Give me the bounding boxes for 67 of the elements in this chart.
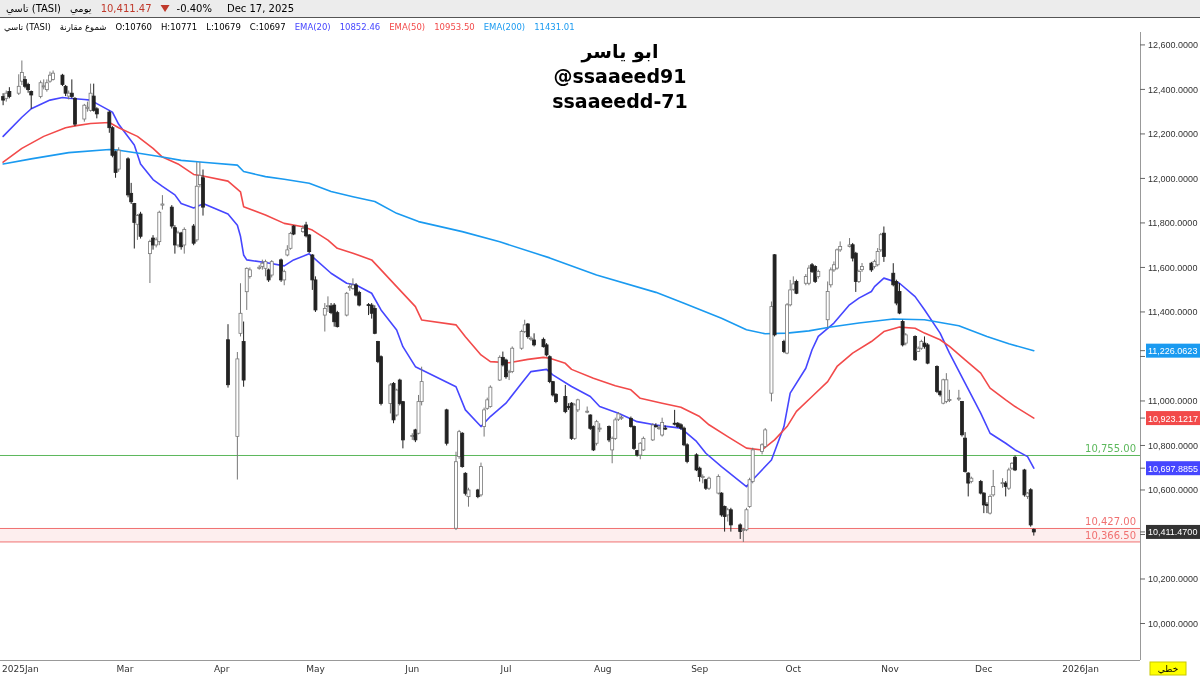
x-tick-label: 2025Jan [2,664,39,674]
candlestick [148,239,152,284]
y-tick-label: 10,600.0000 [1148,485,1199,496]
annotation: ssaaeedd-71 [552,90,688,112]
y-tick-label: 10,000.0000 [1148,619,1199,629]
text: خطي [1157,664,1179,674]
candlestick [116,146,121,173]
annotation: 10953.50 [434,22,475,32]
y-tick-label: 10,411.4700 [1148,527,1198,538]
chart-title: تاسي (TASI) [6,3,62,15]
x-tick-label: Aug [594,664,612,674]
x-tick-label: May [306,664,326,674]
candlestick [138,211,143,240]
y-tick-label: 11,800.0000 [1148,218,1198,229]
text: EMA(50) [389,22,426,32]
x-tick-label: Mar [116,664,134,674]
y-tick-label: 12,400.0000 [1148,84,1199,95]
x-tick-label: Oct [785,664,802,674]
candlestick [719,491,724,518]
y-tick-label: 11,600.0000 [1148,262,1198,273]
text: 10,411.47 [100,3,152,14]
ref-line-label: 10,755.00 [1085,443,1136,455]
candlestick [497,354,502,382]
y-tick-label: 10,923.1217 [1148,413,1199,424]
x-tick-label: Dec [975,664,993,674]
y-tick-label: 10,697.8855 [1148,463,1199,474]
annotation: L:10679 [206,22,241,32]
x-tick-label: Nov [881,664,900,674]
y-tick-label: 11,000.0000 [1148,396,1198,407]
candlestick [466,487,471,508]
annotation: ابو ياسر [580,40,659,63]
y-tick-label: 11,400.0000 [1148,307,1198,318]
candlestick [16,73,21,96]
line-series [2,148,1035,352]
candlestick [529,335,533,342]
annotation: @ssaaeed91 [553,65,687,87]
annotation: 10852.46 [339,22,381,32]
x-tick-label: Apr [213,664,230,674]
annotation: C:10697 [249,22,286,32]
y-tick-label: 10,800.0000 [1148,440,1199,451]
text: EMA(20) [294,22,331,32]
candlestick [532,332,536,347]
candlestick [897,282,902,315]
text: يومي [70,3,92,15]
y-tick-label: 12,600.0000 [1148,40,1199,51]
annotation: H:10771 [160,22,198,32]
ref-line-label: 10,366.50 [1085,529,1136,541]
chart-subtitle: تاسي (TASI) [4,22,51,32]
text: EMA(200) [483,22,526,32]
candlestick [191,223,196,246]
x-tick-label: Jul [499,664,512,674]
annotation: شموع مقارنة [59,22,107,32]
text: -0.40% [176,3,212,14]
candlestick [238,282,243,337]
x-tick-label: Jun [404,664,420,674]
annotation: O:10760 [115,22,152,32]
candlestick [344,291,349,317]
y-tick-label: 12,000.0000 [1148,173,1199,184]
text: Dec 17, 2025 [226,3,294,14]
annotation: 11431.01 [534,22,575,32]
x-tick-label: 2026Jan [1062,664,1100,674]
y-tick-label: 10,200.0000 [1148,574,1199,585]
y-tick-label: 11,226.0623 [1148,346,1198,357]
x-tick-label: Sep [691,664,709,674]
candlestick [463,471,468,497]
ref-line-label: 10,427.00 [1085,516,1136,528]
y-tick-label: 12,200.0000 [1148,129,1199,140]
